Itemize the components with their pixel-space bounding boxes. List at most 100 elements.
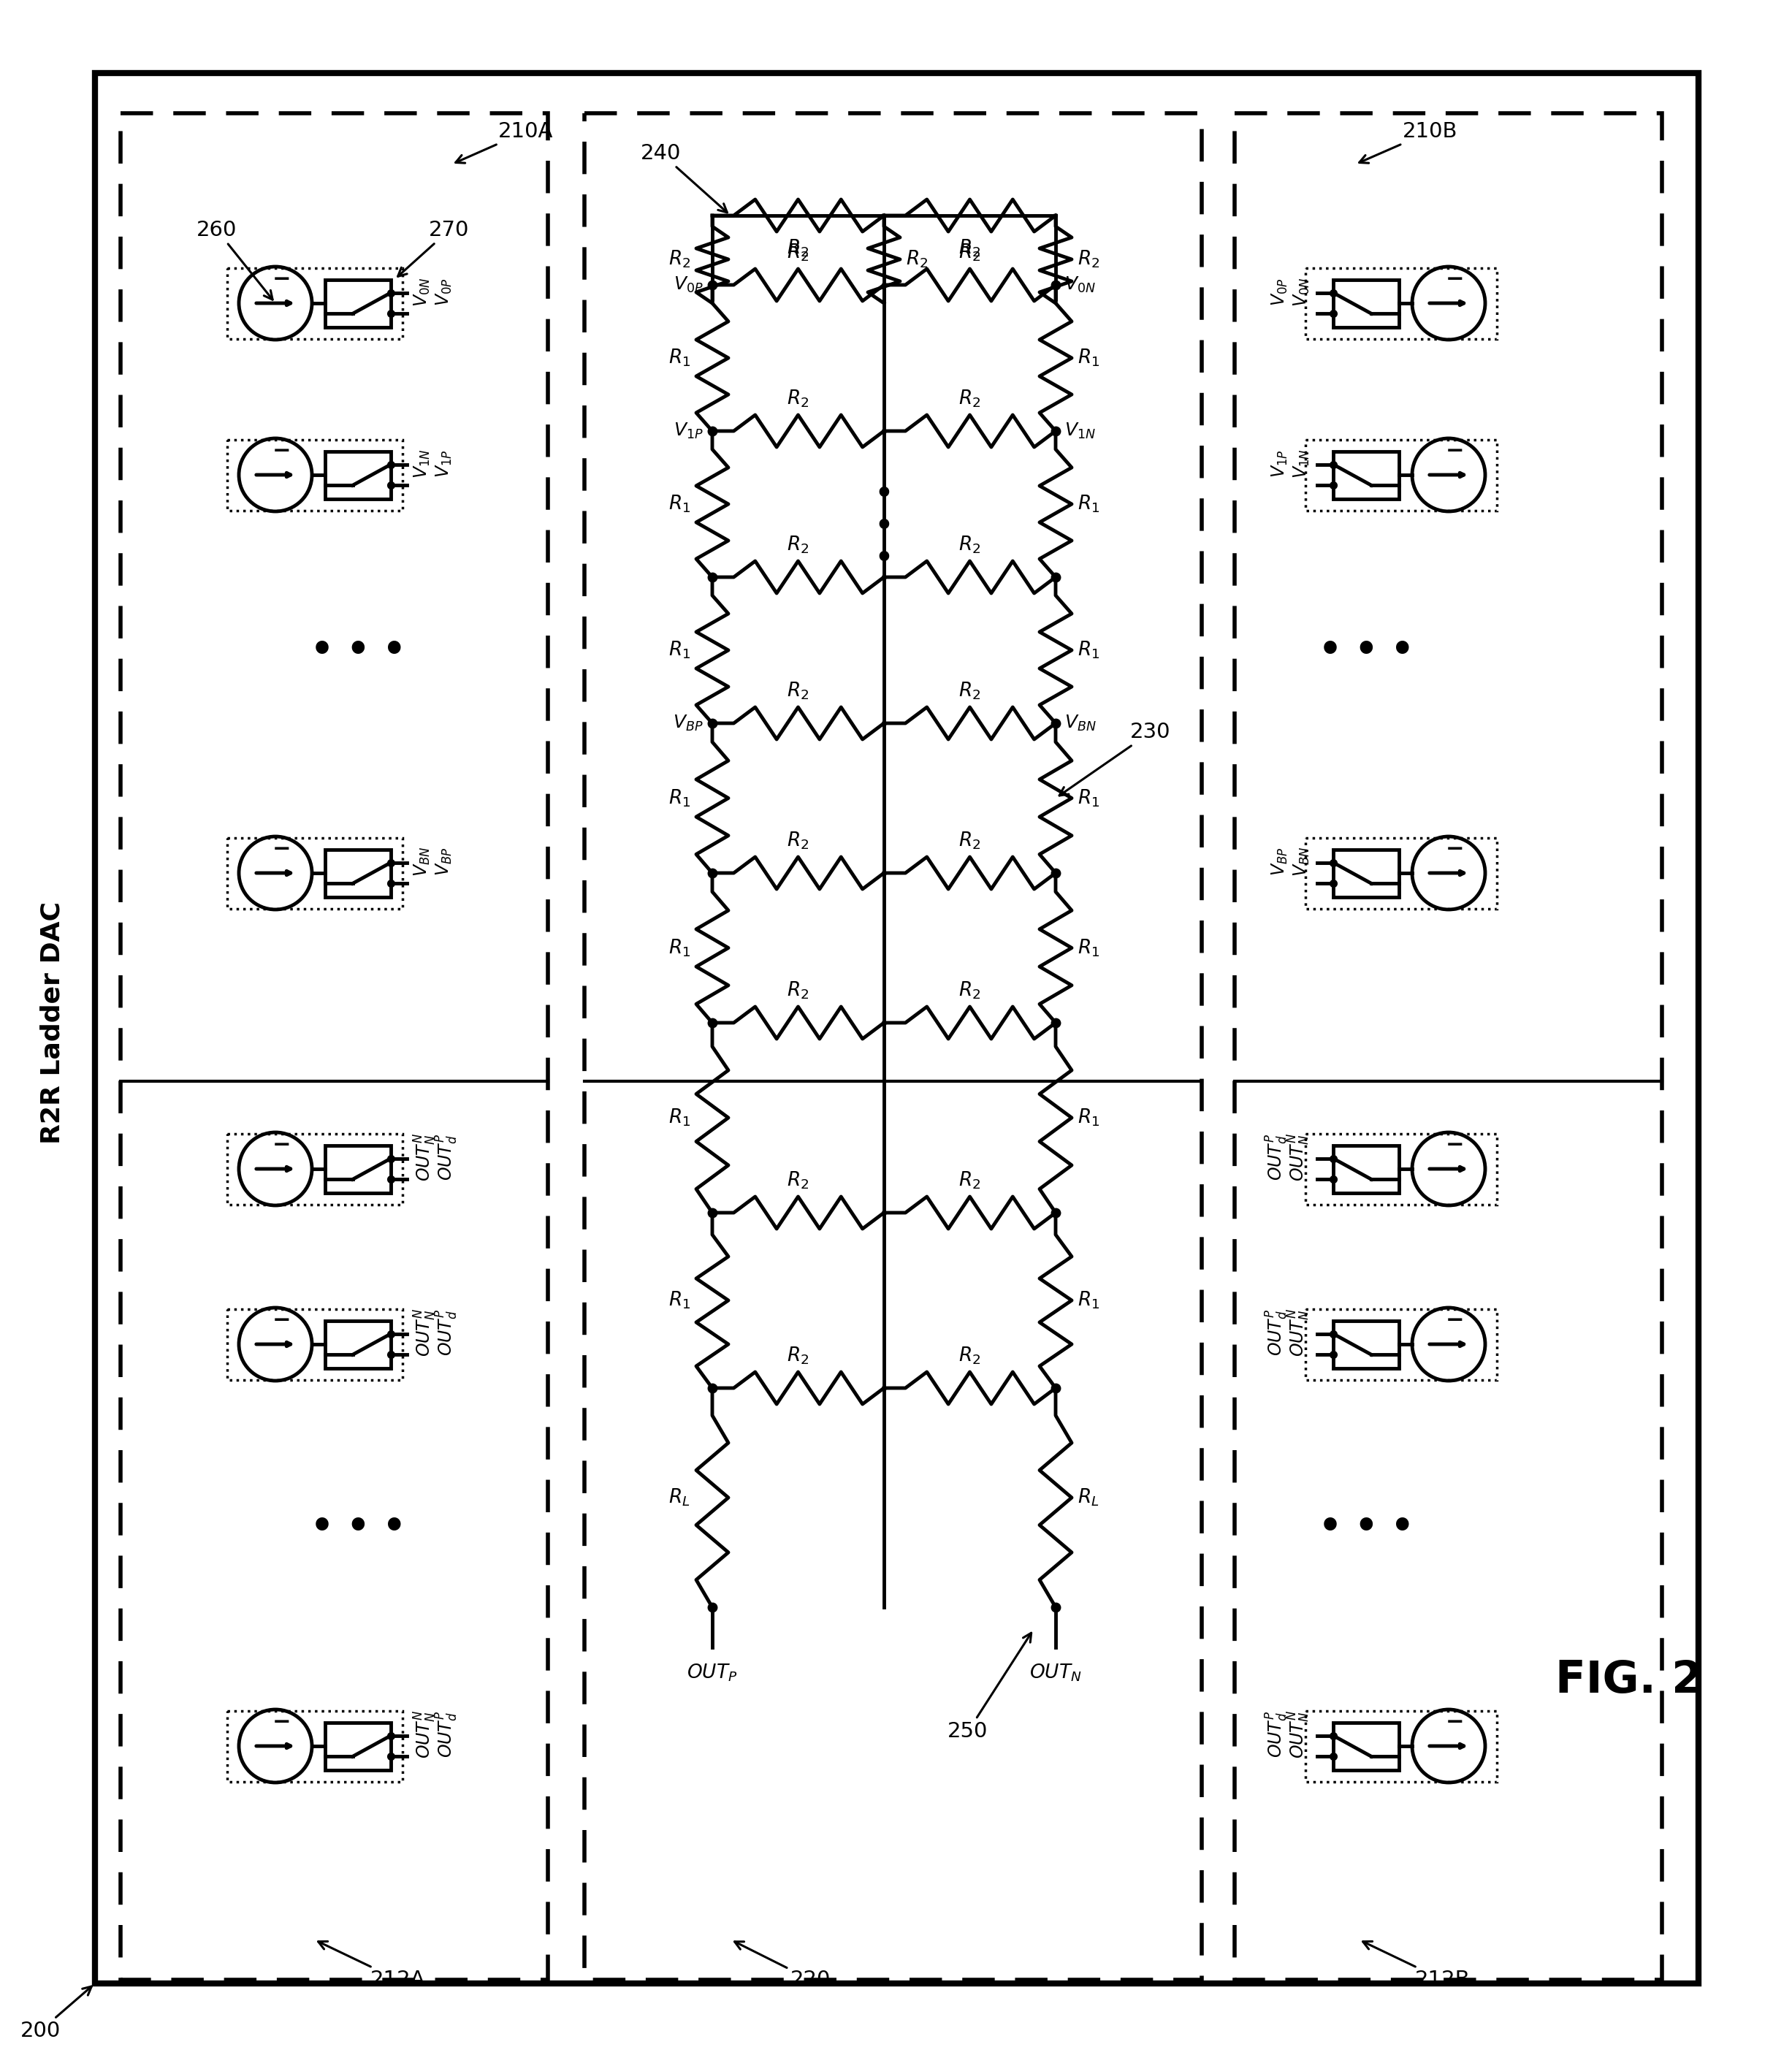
Text: $V_{BP}$: $V_{BP}$ — [1271, 847, 1290, 876]
Bar — [1333, 1145, 1400, 1192]
Text: $V_{0N}$: $V_{0N}$ — [412, 277, 432, 306]
Text: $V_{1P}$: $V_{1P}$ — [1271, 450, 1290, 477]
Text: $R_2$: $R_2$ — [787, 242, 810, 262]
Text: $R_1$: $R_1$ — [1077, 1289, 1100, 1310]
Text: $R_2$: $R_2$ — [959, 831, 980, 851]
Bar — [1235, 114, 1661, 1979]
Text: $R_2$: $R_2$ — [787, 1345, 810, 1366]
Text: $R_2$: $R_2$ — [787, 238, 810, 258]
Bar — [324, 450, 391, 498]
Text: $V_{BN}$: $V_{BN}$ — [1292, 847, 1312, 876]
Bar — [1305, 440, 1496, 510]
Text: $OUT^N_N$: $OUT^N_N$ — [1287, 1308, 1312, 1357]
Text: 210A: 210A — [455, 122, 554, 163]
Text: $R_1$: $R_1$ — [668, 938, 690, 959]
Text: $R_2$: $R_2$ — [787, 388, 810, 409]
Text: $OUT^P_d$: $OUT^P_d$ — [1265, 1310, 1290, 1355]
Bar — [228, 269, 403, 339]
Text: $OUT^P_d$: $OUT^P_d$ — [435, 1310, 461, 1355]
Text: R2R Ladder DAC: R2R Ladder DAC — [39, 901, 65, 1145]
Text: $R_2$: $R_2$ — [959, 238, 980, 258]
Text: $R_1$: $R_1$ — [668, 787, 690, 808]
Bar — [584, 114, 1202, 1979]
Text: • • •: • • • — [310, 1510, 405, 1545]
Text: $R_1$: $R_1$ — [1077, 347, 1100, 368]
Text: −: − — [272, 1713, 292, 1733]
Text: −: − — [1446, 839, 1464, 859]
Bar — [1333, 1320, 1400, 1368]
Text: • • •: • • • — [310, 632, 405, 667]
Bar — [95, 72, 1699, 1983]
Text: $R_L$: $R_L$ — [668, 1488, 690, 1508]
Bar — [324, 1320, 391, 1368]
Text: $R_2$: $R_2$ — [668, 248, 690, 271]
Text: 210B: 210B — [1360, 122, 1459, 163]
Bar — [324, 1723, 391, 1771]
Text: $OUT^N_N$: $OUT^N_N$ — [412, 1308, 437, 1357]
Text: $R_1$: $R_1$ — [1077, 938, 1100, 959]
Bar — [324, 849, 391, 897]
Text: $R_2$: $R_2$ — [959, 979, 980, 1000]
Text: $R_2$: $R_2$ — [787, 535, 810, 556]
Bar — [1333, 849, 1400, 897]
Text: $R_1$: $R_1$ — [668, 347, 690, 368]
Text: •
•
•: • • • — [874, 479, 892, 572]
Text: $V_{1N}$: $V_{1N}$ — [412, 448, 432, 479]
Text: $V_{0P}$: $V_{0P}$ — [1271, 277, 1290, 306]
Text: 230: 230 — [1059, 723, 1170, 795]
Bar — [1305, 1711, 1496, 1781]
Text: −: − — [272, 440, 292, 461]
Text: $R_2$: $R_2$ — [787, 1169, 810, 1190]
Text: $R_1$: $R_1$ — [1077, 494, 1100, 514]
Text: $R_L$: $R_L$ — [1077, 1488, 1098, 1508]
Text: • • •: • • • — [1319, 1510, 1414, 1545]
Text: 212A: 212A — [319, 1942, 426, 1990]
Text: 220: 220 — [735, 1942, 831, 1990]
Bar — [228, 1134, 403, 1204]
Text: $V_{1P}$: $V_{1P}$ — [435, 450, 453, 477]
Text: $OUT^P_d$: $OUT^P_d$ — [1265, 1711, 1290, 1758]
Text: $V_{1P}$: $V_{1P}$ — [674, 421, 704, 440]
Text: $V_{0N}$: $V_{0N}$ — [1292, 277, 1312, 306]
Text: −: − — [1446, 1134, 1464, 1155]
Text: $OUT^N_N$: $OUT^N_N$ — [1287, 1711, 1312, 1758]
Text: $V_{1N}$: $V_{1N}$ — [1292, 448, 1312, 479]
Bar — [228, 1711, 403, 1781]
Text: 260: 260 — [197, 219, 272, 300]
Bar — [1333, 1723, 1400, 1771]
Text: $OUT^N_N$: $OUT^N_N$ — [412, 1711, 437, 1758]
Text: $V_{1N}$: $V_{1N}$ — [1064, 421, 1095, 440]
Text: $V_{0P}$: $V_{0P}$ — [435, 277, 453, 306]
Text: $OUT^N_N$: $OUT^N_N$ — [412, 1134, 437, 1182]
Text: −: − — [1446, 1310, 1464, 1331]
Bar — [228, 440, 403, 510]
Text: −: − — [272, 1310, 292, 1331]
Bar — [228, 837, 403, 909]
Bar — [1305, 837, 1496, 909]
Bar — [1305, 269, 1496, 339]
Text: −: − — [272, 1134, 292, 1155]
Text: 200: 200 — [20, 1985, 91, 2041]
Text: $OUT_N$: $OUT_N$ — [1029, 1661, 1082, 1684]
Text: $R_1$: $R_1$ — [668, 640, 690, 661]
Text: $R_1$: $R_1$ — [1077, 640, 1100, 661]
Text: $R_2$: $R_2$ — [959, 1169, 980, 1190]
Text: −: − — [1446, 440, 1464, 461]
Text: $OUT^P_d$: $OUT^P_d$ — [1265, 1134, 1290, 1182]
Text: $OUT^P_d$: $OUT^P_d$ — [435, 1711, 461, 1758]
Text: • • •: • • • — [1319, 632, 1414, 667]
Text: $R_1$: $R_1$ — [668, 1289, 690, 1310]
Text: −: − — [1446, 1713, 1464, 1733]
Text: $V_{BN}$: $V_{BN}$ — [412, 847, 432, 876]
Text: $R_2$: $R_2$ — [787, 680, 810, 700]
Text: $V_{BP}$: $V_{BP}$ — [435, 847, 453, 876]
Text: 212B: 212B — [1364, 1942, 1471, 1990]
Bar — [1333, 279, 1400, 326]
Text: $R_2$: $R_2$ — [959, 388, 980, 409]
Text: $R_2$: $R_2$ — [787, 831, 810, 851]
Text: FIG. 2: FIG. 2 — [1555, 1659, 1702, 1702]
Text: $R_1$: $R_1$ — [1077, 787, 1100, 808]
Text: 240: 240 — [642, 143, 728, 213]
Text: 270: 270 — [398, 219, 470, 277]
Text: $R_2$: $R_2$ — [959, 242, 980, 262]
